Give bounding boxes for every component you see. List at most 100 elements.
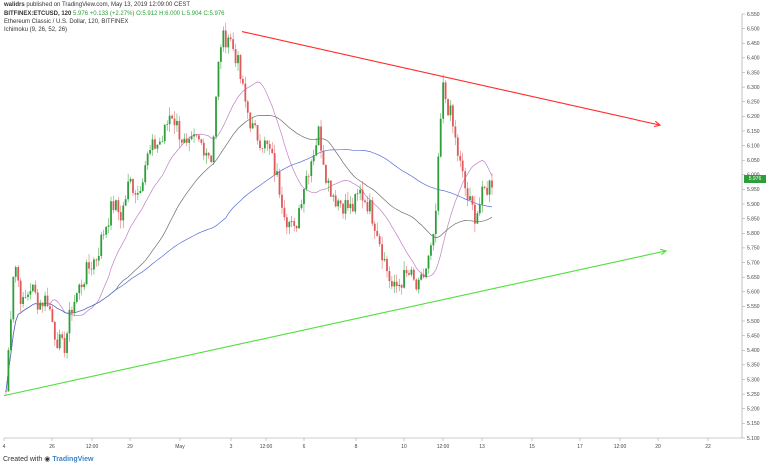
- tradingview-icon: ◉: [44, 456, 51, 463]
- candle-body: [351, 203, 354, 212]
- candle-body: [56, 339, 59, 349]
- y-tick-label: 5.950: [747, 187, 760, 193]
- y-tick-label: 5.600: [747, 290, 760, 296]
- candle-body: [129, 178, 132, 182]
- candle-body: [305, 176, 308, 189]
- candle-body: [232, 39, 235, 50]
- candle-body: [400, 284, 403, 288]
- candle-body: [68, 309, 71, 334]
- support-trendline-arrow: [660, 248, 668, 256]
- candle-body: [190, 136, 193, 140]
- x-tick-label: 15: [529, 444, 535, 450]
- candle-body: [222, 30, 225, 48]
- ma-mid-line: [5, 115, 493, 392]
- candle-body: [188, 139, 191, 143]
- x-tick-label: 22: [705, 444, 711, 450]
- created-with: Created with: [3, 456, 43, 463]
- candle-body: [425, 268, 427, 278]
- candle-body: [395, 281, 398, 287]
- candle-body: [444, 82, 447, 100]
- candle-body: [285, 217, 288, 228]
- candle-body: [217, 61, 220, 97]
- candle-body: [422, 274, 425, 278]
- candle-body: [14, 267, 17, 277]
- candle-body: [102, 234, 105, 236]
- candle-body: [452, 105, 454, 127]
- y-tick-label: 5.400: [747, 348, 760, 354]
- x-tick-label: 12:00: [614, 444, 627, 450]
- x-tick-label: 3: [230, 444, 233, 450]
- candle-body: [398, 284, 401, 287]
- candle-body: [408, 273, 410, 275]
- candle-body: [180, 139, 183, 143]
- candle-body: [276, 171, 278, 175]
- candle-body: [420, 274, 423, 280]
- candle-body: [478, 204, 481, 214]
- candle-body: [124, 199, 127, 206]
- candle-body: [58, 334, 61, 349]
- candle-body: [354, 194, 357, 212]
- candle-body: [461, 160, 464, 172]
- candle-body: [132, 178, 134, 194]
- candle-body: [256, 124, 259, 141]
- symbol: BITFINEX:ETCUSD, 120: [4, 11, 72, 17]
- candle-body: [364, 200, 366, 203]
- candle-body: [210, 155, 213, 162]
- candle-body: [368, 200, 371, 212]
- candle-body: [97, 256, 100, 261]
- candle-body: [281, 194, 283, 208]
- candle-body: [80, 284, 83, 288]
- candle-body: [183, 138, 186, 143]
- candle-body: [283, 207, 286, 218]
- candle-body: [254, 123, 257, 125]
- candle-body: [459, 155, 462, 161]
- candle-body: [378, 236, 381, 245]
- publish-text: published on TradingView.com, May 13, 20…: [26, 2, 191, 8]
- candle-body: [71, 309, 73, 313]
- candle-body: [51, 309, 54, 322]
- candle-body: [83, 284, 86, 288]
- candle-body: [317, 126, 320, 146]
- resistance-trendline-arrow: [654, 120, 662, 128]
- y-tick-label: 5.100: [747, 436, 760, 442]
- y-tick-label: 5.250: [747, 392, 760, 398]
- candle-body: [471, 196, 474, 205]
- y-tick-label: 6.500: [747, 26, 760, 32]
- y-tick-label: 6.050: [747, 158, 760, 164]
- candle-body: [73, 301, 76, 313]
- resistance-trendline: [241, 31, 661, 126]
- candle-body: [251, 123, 254, 129]
- candle-body: [9, 319, 12, 351]
- candle-body: [171, 115, 173, 119]
- candle-body: [44, 295, 46, 307]
- x-tick-label: 10: [401, 444, 407, 450]
- x-tick-label: 4: [3, 444, 6, 450]
- candle-body: [63, 338, 66, 353]
- chart-title: Ethereum Classic / U.S. Dollar, 120, BIT…: [4, 19, 129, 25]
- candle-body: [29, 291, 32, 295]
- candle-body: [75, 293, 78, 302]
- candle-body: [176, 120, 178, 126]
- candle-body: [220, 47, 222, 62]
- y-tick-label: 5.700: [747, 260, 760, 266]
- candle-body: [122, 205, 125, 221]
- candle-body: [307, 176, 310, 177]
- candle-body: [100, 234, 103, 257]
- y-tick-label: 5.500: [747, 319, 760, 325]
- candle-body: [320, 126, 322, 151]
- y-tick-label: 6.550: [747, 12, 760, 18]
- publish-line: walidrs published on TradingView.com, Ma…: [4, 2, 190, 8]
- candle-body: [166, 124, 169, 125]
- candle-body: [325, 164, 327, 183]
- publish-user: walidrs: [4, 2, 25, 8]
- candle-body: [78, 284, 81, 294]
- x-tick-label: 12:00: [86, 444, 99, 450]
- candle-body: [163, 124, 166, 142]
- candle-body: [261, 148, 264, 149]
- candle-body: [337, 200, 340, 207]
- candle-body: [156, 144, 159, 149]
- y-tick-label: 5.200: [747, 407, 760, 413]
- candle-body: [114, 200, 117, 210]
- y-tick-label: 5.800: [747, 231, 760, 237]
- candle-body: [224, 30, 227, 48]
